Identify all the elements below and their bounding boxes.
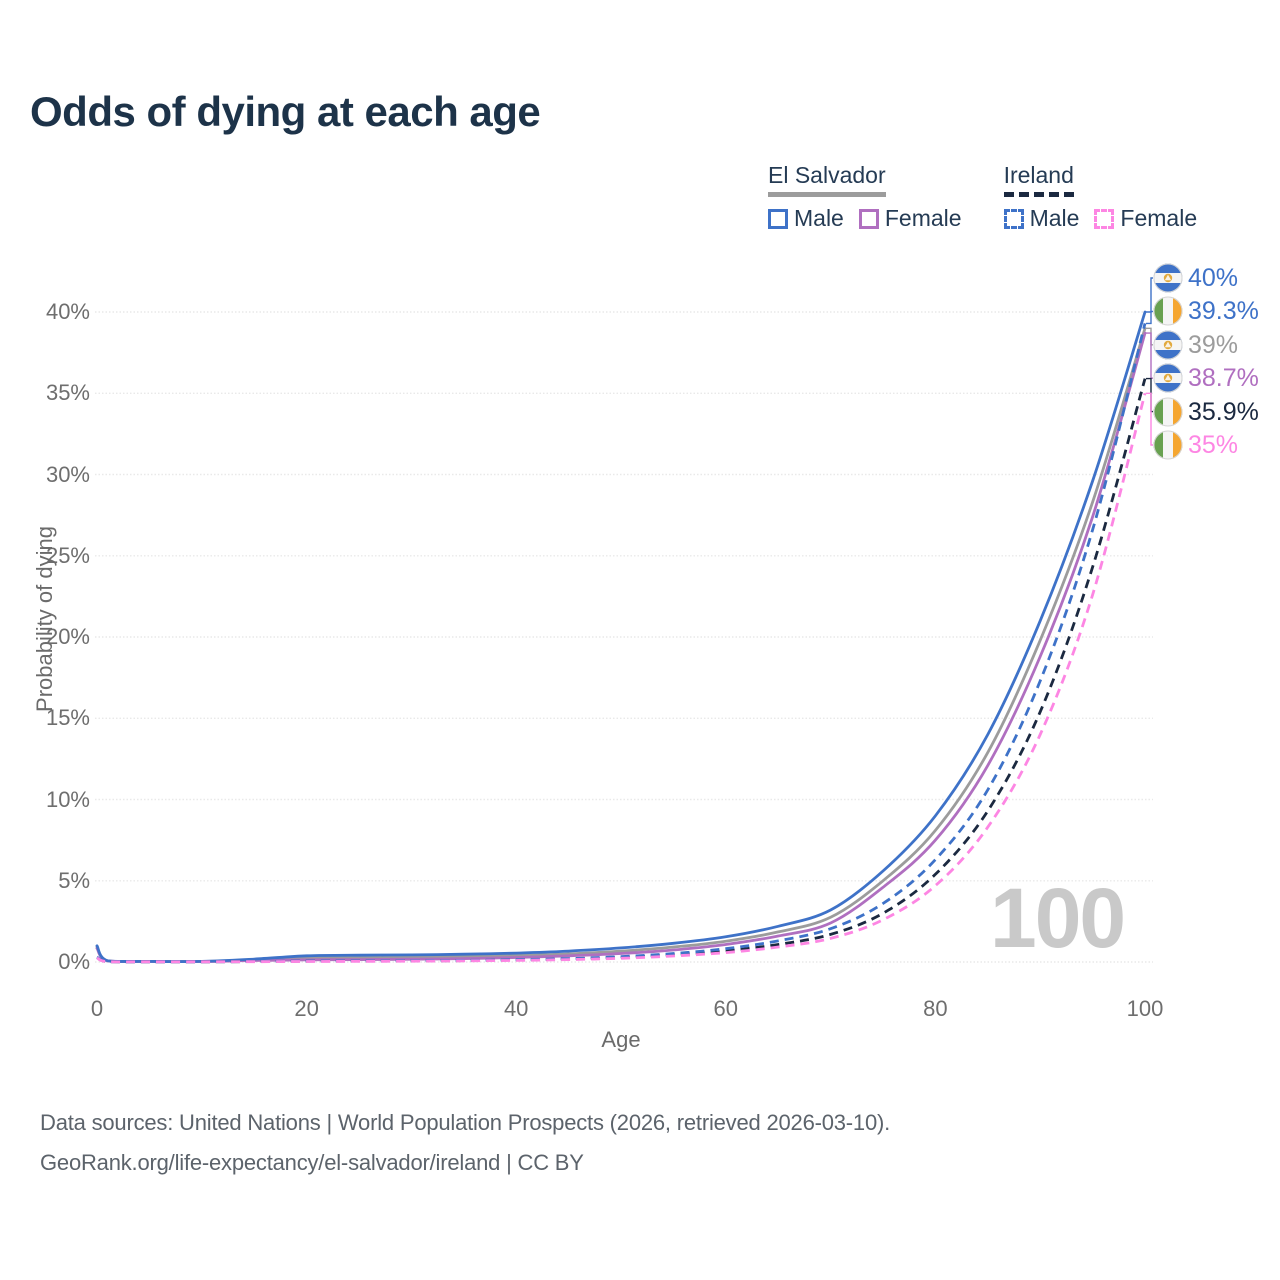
series-line-ireland-both[interactable] [96,378,1147,964]
x-tick-0: 0 [90,996,104,1021]
swatch-solid-male-icon [768,208,788,229]
footer-attribution-url: GeoRank.org/life-expectancy/el-salvador/… [40,1150,584,1175]
ireland-flag-icon [1153,397,1183,427]
series-line-ireland-male[interactable] [96,323,1147,964]
el-salvador-flag-icon [1153,363,1183,393]
end-value-label-el-salvador: 39% [1188,330,1239,359]
legend-label-male: Male [1029,205,1080,231]
swatch-solid-female-icon [858,208,879,229]
legend-group-ireland: Ireland Male Female [1003,162,1197,232]
x-tick-60: 60 [713,996,739,1021]
end-value-label-el-salvador: 40% [1188,264,1239,292]
swatch-dashed-female-icon [1094,208,1115,229]
end-label-connector-35.9% [1146,377,1153,413]
x-tick-40: 40 [503,996,529,1021]
end-value-label-el-salvador: 38.7% [1188,364,1259,393]
legend-item-el-salvador-female[interactable]: Female [858,205,962,232]
y-tick-0: 0% [58,949,90,974]
end-label-connector-39.3% [1146,310,1153,325]
legend-country-el-salvador[interactable]: El Salvador [768,162,886,197]
y-tick-20: 20% [45,624,90,649]
y-tick-35: 35% [45,380,90,406]
y-tick-25: 25% [45,542,90,568]
el-salvador-flag-icon [1153,330,1183,360]
legend-group-el-salvador: El Salvador Male Female [768,162,962,232]
legend-country-ireland[interactable]: Ireland [1003,162,1074,197]
x-tick-20: 20 [294,996,319,1021]
legend: El Salvador Male Female Ireland Male [768,162,1197,232]
legend-item-ireland-male[interactable]: Male [1003,205,1080,232]
y-tick-40: 40% [45,299,90,324]
legend-item-el-salvador-male[interactable]: Male [768,205,844,232]
end-label-connector-38.7% [1146,332,1153,379]
series-line-el-salvador-male[interactable] [95,310,1147,963]
y-tick-5: 5% [58,867,90,893]
y-axis-title: Probability of dying [32,526,57,712]
legend-label-male: Male [794,205,844,231]
series-line-el-salvador-female[interactable] [95,331,1147,964]
y-tick-10: 10% [45,786,90,812]
series-line-ireland-female[interactable] [96,392,1147,964]
end-label-connector-39% [1146,327,1153,346]
end-value-label-ireland: 39.3% [1188,297,1259,326]
swatch-dashed-male-icon [1003,208,1024,229]
legend-items-el-salvador: Male Female [768,205,962,232]
legend-label-female: Female [1120,205,1198,231]
ireland-flag-icon [1153,296,1183,326]
series-line-el-salvador-both[interactable] [95,326,1147,963]
end-label-connector-35% [1146,392,1153,446]
legend-item-ireland-female[interactable]: Female [1094,205,1197,232]
legend-items-ireland: Male Female [1003,205,1197,232]
el-salvador-flag-icon [1153,263,1183,293]
y-tick-15: 15% [45,705,90,731]
x-tick-80: 80 [923,996,948,1021]
hover-age-watermark: 100 [990,871,1126,965]
ireland-flag-icon [1153,430,1183,460]
x-axis-title: Age [601,1027,641,1052]
footer-data-sources: Data sources: United Nations | World Pop… [40,1110,891,1135]
x-tick-100: 100 [1126,996,1164,1021]
end-value-label-ireland: 35.9% [1188,397,1259,426]
page-title: Odds of dying at each age [30,88,541,135]
legend-label-female: Female [884,205,962,231]
end-label-connector-40% [1146,277,1153,313]
y-tick-30: 30% [45,461,90,487]
end-value-label-ireland: 35% [1188,431,1239,459]
